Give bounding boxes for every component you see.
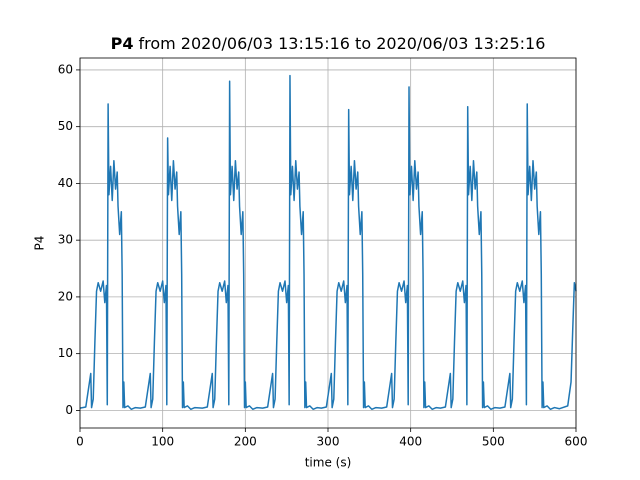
x-tick-label: 0 [76,435,84,449]
x-tick-label: 200 [234,435,257,449]
x-tick-label: 300 [317,435,340,449]
data-line [79,74,577,411]
x-tick-label: 100 [151,435,174,449]
y-tick-label: 20 [58,289,73,303]
y-tick-label: 60 [58,62,73,76]
y-tick-label: 0 [65,403,73,417]
y-tick-label: 30 [58,233,73,247]
x-axis-label: time (s) [305,456,352,470]
x-tick-label: 600 [565,435,588,449]
y-tick-label: 50 [58,119,73,133]
x-tick-label: 500 [482,435,505,449]
chart-title: P4 from 2020/06/03 13:15:16 to 2020/06/03… [111,34,546,53]
title-text: from 2020/06/03 13:15:16 to 2020/06/03 1… [138,34,545,53]
y-axis-label: P4 [33,236,47,251]
y-tick-label: 40 [58,176,73,190]
axes-frame [79,57,577,429]
y-tick-label: 10 [58,346,73,360]
title-bold: P4 [111,34,134,53]
x-tick-label: 400 [399,435,422,449]
